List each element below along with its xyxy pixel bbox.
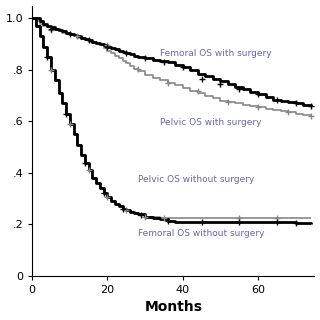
Text: Pelvic OS with surgery: Pelvic OS with surgery [160, 118, 262, 127]
Text: Femoral OS without surgery: Femoral OS without surgery [138, 229, 264, 238]
Text: Femoral OS with surgery: Femoral OS with surgery [160, 49, 272, 58]
X-axis label: Months: Months [144, 300, 202, 315]
Text: Pelvic OS without surgery: Pelvic OS without surgery [138, 175, 254, 184]
